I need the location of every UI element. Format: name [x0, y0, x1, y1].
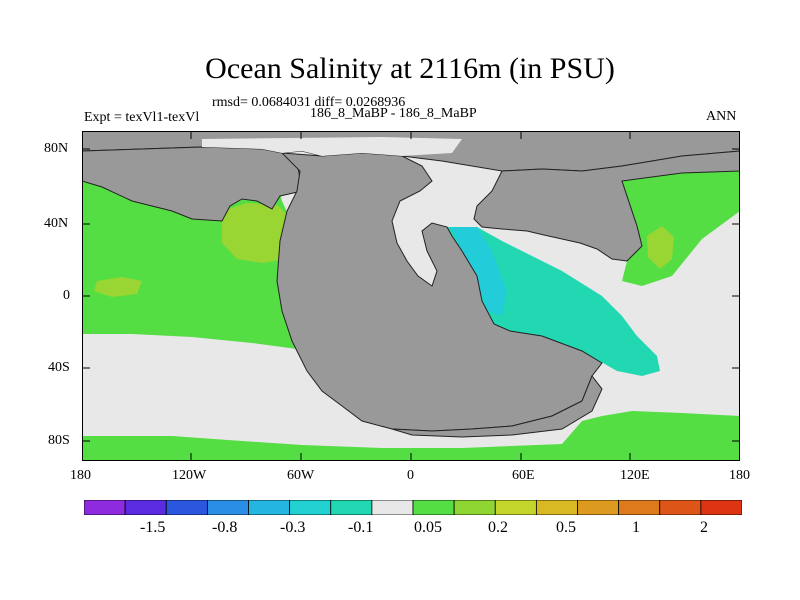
colorbar-box [371, 500, 414, 515]
cyan-patch [447, 227, 660, 376]
y-label-0: 0 [63, 288, 70, 303]
colorbar-box [289, 500, 332, 515]
colorbar [84, 500, 742, 515]
x-label-180e: 180 [729, 468, 750, 483]
colorbar-label: 0.2 [488, 519, 508, 536]
map-svg [82, 131, 740, 461]
colorbar-box [659, 500, 702, 515]
land-east-block [473, 150, 740, 262]
colorbar-box [330, 500, 373, 515]
colorbar-label: -0.1 [348, 519, 374, 536]
colorbar-label: 2 [700, 519, 708, 536]
x-label-180w: 180 [70, 468, 91, 483]
experiment-label: Expt = texVl1-texVl [84, 110, 200, 125]
southern-green-band [82, 411, 740, 461]
salinity-map [82, 131, 740, 461]
colorbar-box [577, 500, 620, 515]
colorbar-box [412, 500, 455, 515]
yellow-green-patch-eq [94, 277, 142, 297]
colorbar-label: 1 [632, 519, 640, 536]
plot-title: Ocean Salinity at 2116m (in PSU) [205, 52, 615, 85]
yellow-green-patch-east [647, 226, 674, 269]
yellow-green-patch-mid [222, 203, 297, 263]
x-ticks [190, 131, 631, 461]
colorbar-label: -1.5 [140, 519, 166, 536]
colorbar-box [165, 500, 208, 515]
x-label-120w: 120W [172, 468, 207, 483]
land-america-europe [276, 152, 603, 432]
stats-line: rmsd= 0.0684031 diff= 0.0268936 [212, 95, 406, 110]
colorbar-box [453, 500, 496, 515]
colorbar-box [535, 500, 578, 515]
y-label-80n: 80N [44, 141, 69, 156]
colorbar-label: 0.5 [556, 519, 576, 536]
colorbar-box [248, 500, 291, 515]
colorbar-label: -0.3 [280, 519, 306, 536]
colorbar-box [124, 500, 167, 515]
colorbar-box [84, 500, 126, 515]
y-label-40s: 40S [48, 360, 70, 375]
x-label-120e: 120E [620, 468, 650, 483]
arctic-near-zero [202, 137, 462, 156]
season-label: ANN [706, 109, 737, 124]
land-patagonia [391, 374, 603, 438]
y-label-80s: 80S [48, 433, 70, 448]
x-label-60w: 60W [287, 468, 315, 483]
colorbar-label: -0.8 [212, 519, 238, 536]
y-label-40n: 40N [44, 216, 69, 231]
colorbar-label: 0.05 [414, 519, 442, 536]
colorbar-box [206, 500, 249, 515]
case-label: 186_8_MaBP - 186_8_MaBP [310, 106, 477, 121]
colorbar-box [700, 500, 742, 515]
light-cyan-patch [450, 227, 507, 316]
y-ticks [82, 148, 740, 442]
colorbar-box [494, 500, 537, 515]
colorbar-box [618, 500, 661, 515]
x-label-60e: 60E [512, 468, 535, 483]
x-label-0: 0 [407, 468, 414, 483]
